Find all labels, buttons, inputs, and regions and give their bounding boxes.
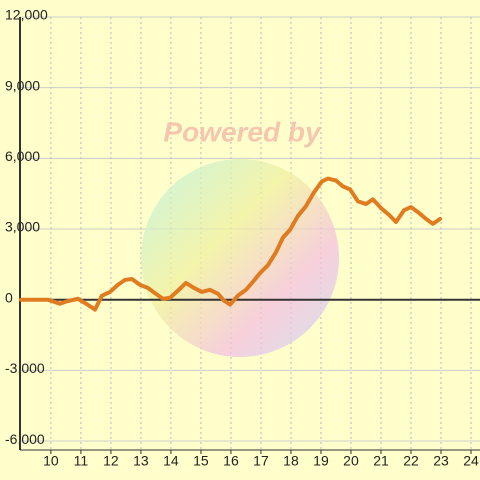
y-tick-label: 0 [5, 289, 13, 305]
watermark: Powered by [163, 116, 322, 147]
y-tick-label: 3,000 [5, 219, 40, 235]
y-tick-label: 6,000 [5, 148, 40, 164]
x-tick-label: 14 [163, 453, 179, 469]
plot: -6,000 -3,000 0 3,000 6,000 9,000 12,000 10 11 12… [5, 7, 480, 469]
x-tick-label: 10 [43, 453, 59, 469]
x-tick-label: 18 [283, 453, 299, 469]
logo [141, 159, 339, 357]
y-tick-label: 9,000 [5, 77, 40, 93]
data-line [18, 176, 443, 312]
x-tick-label: 11 [74, 453, 89, 469]
y-tick-label: 12,000 [5, 7, 48, 23]
x-tick-label: 24 [463, 453, 479, 469]
x-tick-label: 21 [373, 453, 389, 469]
x-tick-label: 16 [223, 453, 239, 469]
x-tick-label: 20 [343, 453, 359, 469]
x-tick-label: 15 [193, 453, 209, 469]
y-tick-label: -3,000 [5, 360, 45, 376]
x-tick-label: 22 [403, 453, 419, 469]
y-tick-label: -6,000 [5, 431, 45, 447]
x-tick-label: 19 [313, 453, 329, 469]
x-tick-label: 23 [433, 453, 449, 469]
x-tick-label: 12 [103, 453, 119, 469]
x-tick-label: 13 [133, 453, 149, 469]
x-tick-label: 17 [253, 453, 269, 469]
